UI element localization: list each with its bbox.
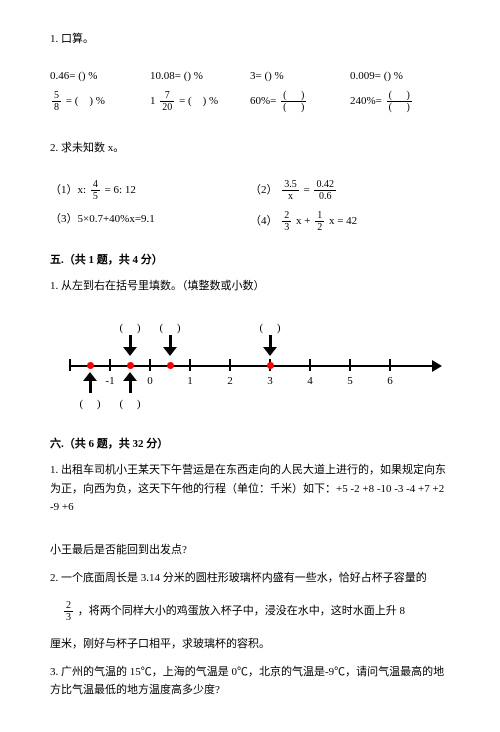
nl-tick [109, 359, 111, 371]
q1-row1: 0.46= () % 10.08= () % 3= () % 0.009= ()… [50, 70, 450, 82]
frac-den: 0.6 [314, 191, 336, 202]
frac-den: x [282, 191, 299, 202]
nl-top-paren: ( ) [259, 319, 280, 335]
q2-eq3: （3）5×0.7+40%x=9.1 [50, 210, 250, 233]
q1r2c3-pre: 60%= [250, 95, 276, 107]
frac-den: 3 [64, 612, 73, 623]
q2-row2: （3）5×0.7+40%x=9.1 （4） 23 x + 12 x = 42 [50, 210, 450, 233]
frac-den: 5 [91, 191, 100, 202]
nl-down-arrow-icon [163, 335, 177, 355]
q2-eq4-mid1: x + [296, 215, 313, 227]
q1r1c2-suf: ) % [187, 70, 203, 82]
nl-tick [69, 359, 71, 371]
q1r1c3-suf: ) % [268, 70, 284, 82]
frac-num: 4 [91, 179, 100, 191]
q2-eq4-frac-b: 12 [315, 210, 324, 233]
q1r1c3-pre: 3= ( [250, 70, 268, 82]
nl-tick [149, 359, 151, 371]
q1r2c3-frac-blank [281, 90, 306, 113]
nl-up-arrow-icon [123, 373, 137, 393]
q1r2c1-frac: 58 [52, 90, 61, 113]
nl-label: 5 [347, 375, 353, 387]
q1r1c2-pre: 10.08= ( [150, 70, 187, 82]
nl-label: 6 [387, 375, 393, 387]
nl-bottom-paren: ( ) [79, 395, 100, 411]
q2-eq1-pre: （1）x: [50, 184, 86, 196]
frac-num: 5 [52, 90, 61, 102]
section6-q2c: 厘米，刚好与杯子口相平，求玻璃杯的容积。 [50, 635, 450, 651]
nl-red-point [167, 362, 174, 369]
section5-q1: 1. 从左到右在括号里填数。（填整数或小数） [50, 277, 450, 293]
section6-q3: 3. 广州的气温的 15℃，上海的气温是 0℃，北京的气温是-9℃，请问气温最高… [50, 663, 450, 700]
frac-den: 2 [315, 222, 324, 233]
q1-title: 1. 口算。 [50, 30, 450, 46]
nl-label: 1 [187, 375, 193, 387]
section6-q2-line2: 23 ，将两个同样大小的鸡蛋放入杯子中，浸没在水中，这时水面上升 8 [62, 600, 450, 623]
nl-red-point [267, 362, 274, 369]
nl-down-arrow-icon [263, 335, 277, 355]
section6-head: 六.（共 6 题，共 32 分） [50, 435, 450, 451]
q1r2c2-pre: 1 [150, 95, 156, 107]
frac-num: 0.42 [314, 179, 336, 191]
nl-top-paren: ( ) [119, 319, 140, 335]
nl-label: -1 [105, 375, 114, 387]
q1r2c4-frac-blank [387, 90, 412, 113]
q1r1c1-pre: 0.46= ( [50, 70, 82, 82]
page: 1. 口算。 0.46= () % 10.08= () % 3= () % 0.… [0, 0, 500, 732]
q1r2c2-frac: 720 [160, 90, 174, 113]
q2-eq4-frac-a: 23 [282, 210, 291, 233]
section6-q2-line1: 2. 一个底面周长是 3.14 分米的圆柱形玻璃杯内盛有一些水，恰好占杯子容量的 [50, 569, 450, 588]
q2-eq2-mid: = [304, 184, 310, 196]
q2-eq1-frac: 45 [91, 179, 100, 202]
frac-den: 8 [52, 102, 61, 113]
nl-bottom-paren: ( ) [119, 395, 140, 411]
q2-row1: （1）x: 45 = 6: 12 （2） 3.5x = 0.420.6 [50, 179, 450, 202]
nl-tick [189, 359, 191, 371]
q1r2c4-pre: 240%= [350, 95, 382, 107]
nl-down-arrow-icon [123, 335, 137, 355]
frac-num: 1 [315, 210, 324, 222]
number-line: -1 0 1 2 3 4 5 6 ( ) ( ) ( ) ( ) ( ) [60, 317, 440, 417]
section6-q1a: 1. 出租车司机小王某天下午营运是在东西走向的人民大道上进行的，如果规定向东为正… [50, 461, 450, 517]
nl-label: 0 [147, 375, 153, 387]
q2-eq1-suf: = 6: 12 [105, 184, 136, 196]
nl-tick [229, 359, 231, 371]
frac-num: 3.5 [282, 179, 299, 191]
nl-tick [309, 359, 311, 371]
q2-eq2-frac-b: 0.420.6 [314, 179, 336, 202]
nl-tick [389, 359, 391, 371]
q2-eq2-pre: （2） [250, 184, 278, 196]
q2-eq2-frac-a: 3.5x [282, 179, 299, 202]
nl-tick [349, 359, 351, 371]
frac-num: 2 [64, 600, 73, 612]
section6-q2-frac: 23 [64, 600, 73, 623]
section5-head: 五.（共 1 题，共 4 分） [50, 251, 450, 267]
frac-den: 20 [160, 102, 174, 113]
section6-q1b: 小王最后是否能回到出发点? [50, 541, 450, 557]
frac-num: 7 [160, 90, 174, 102]
nl-label: 3 [267, 375, 273, 387]
frac-den: 3 [282, 222, 291, 233]
q1r1c1-suf: ) % [82, 70, 98, 82]
q1r2c1-suf: = ( ) % [66, 95, 105, 107]
nl-label: 4 [307, 375, 313, 387]
q1r1c4-pre: 0.009= ( [350, 70, 387, 82]
nl-label: 2 [227, 375, 233, 387]
nl-red-point [87, 362, 94, 369]
q1r2c2-suf: = ( ) % [179, 95, 218, 107]
q1-row2: 58 = ( ) % 1 720 = ( ) % 60%= 240%= [50, 90, 450, 113]
q2-eq4-suf: x = 42 [329, 215, 357, 227]
q2-eq4-pre: （4） [250, 215, 278, 227]
q2-title: 2. 求未知数 x。 [50, 139, 450, 155]
section6-q2b: ，将两个同样大小的鸡蛋放入杯子中，浸没在水中，这时水面上升 8 [78, 605, 405, 617]
q1r1c4-suf: ) % [387, 70, 403, 82]
nl-red-point [127, 362, 134, 369]
section6-q2a: 2. 一个底面周长是 3.14 分米的圆柱形玻璃杯内盛有一些水，恰好占杯子容量的 [50, 572, 427, 584]
frac-num: 2 [282, 210, 291, 222]
nl-up-arrow-icon [83, 373, 97, 393]
nl-top-paren: ( ) [159, 319, 180, 335]
